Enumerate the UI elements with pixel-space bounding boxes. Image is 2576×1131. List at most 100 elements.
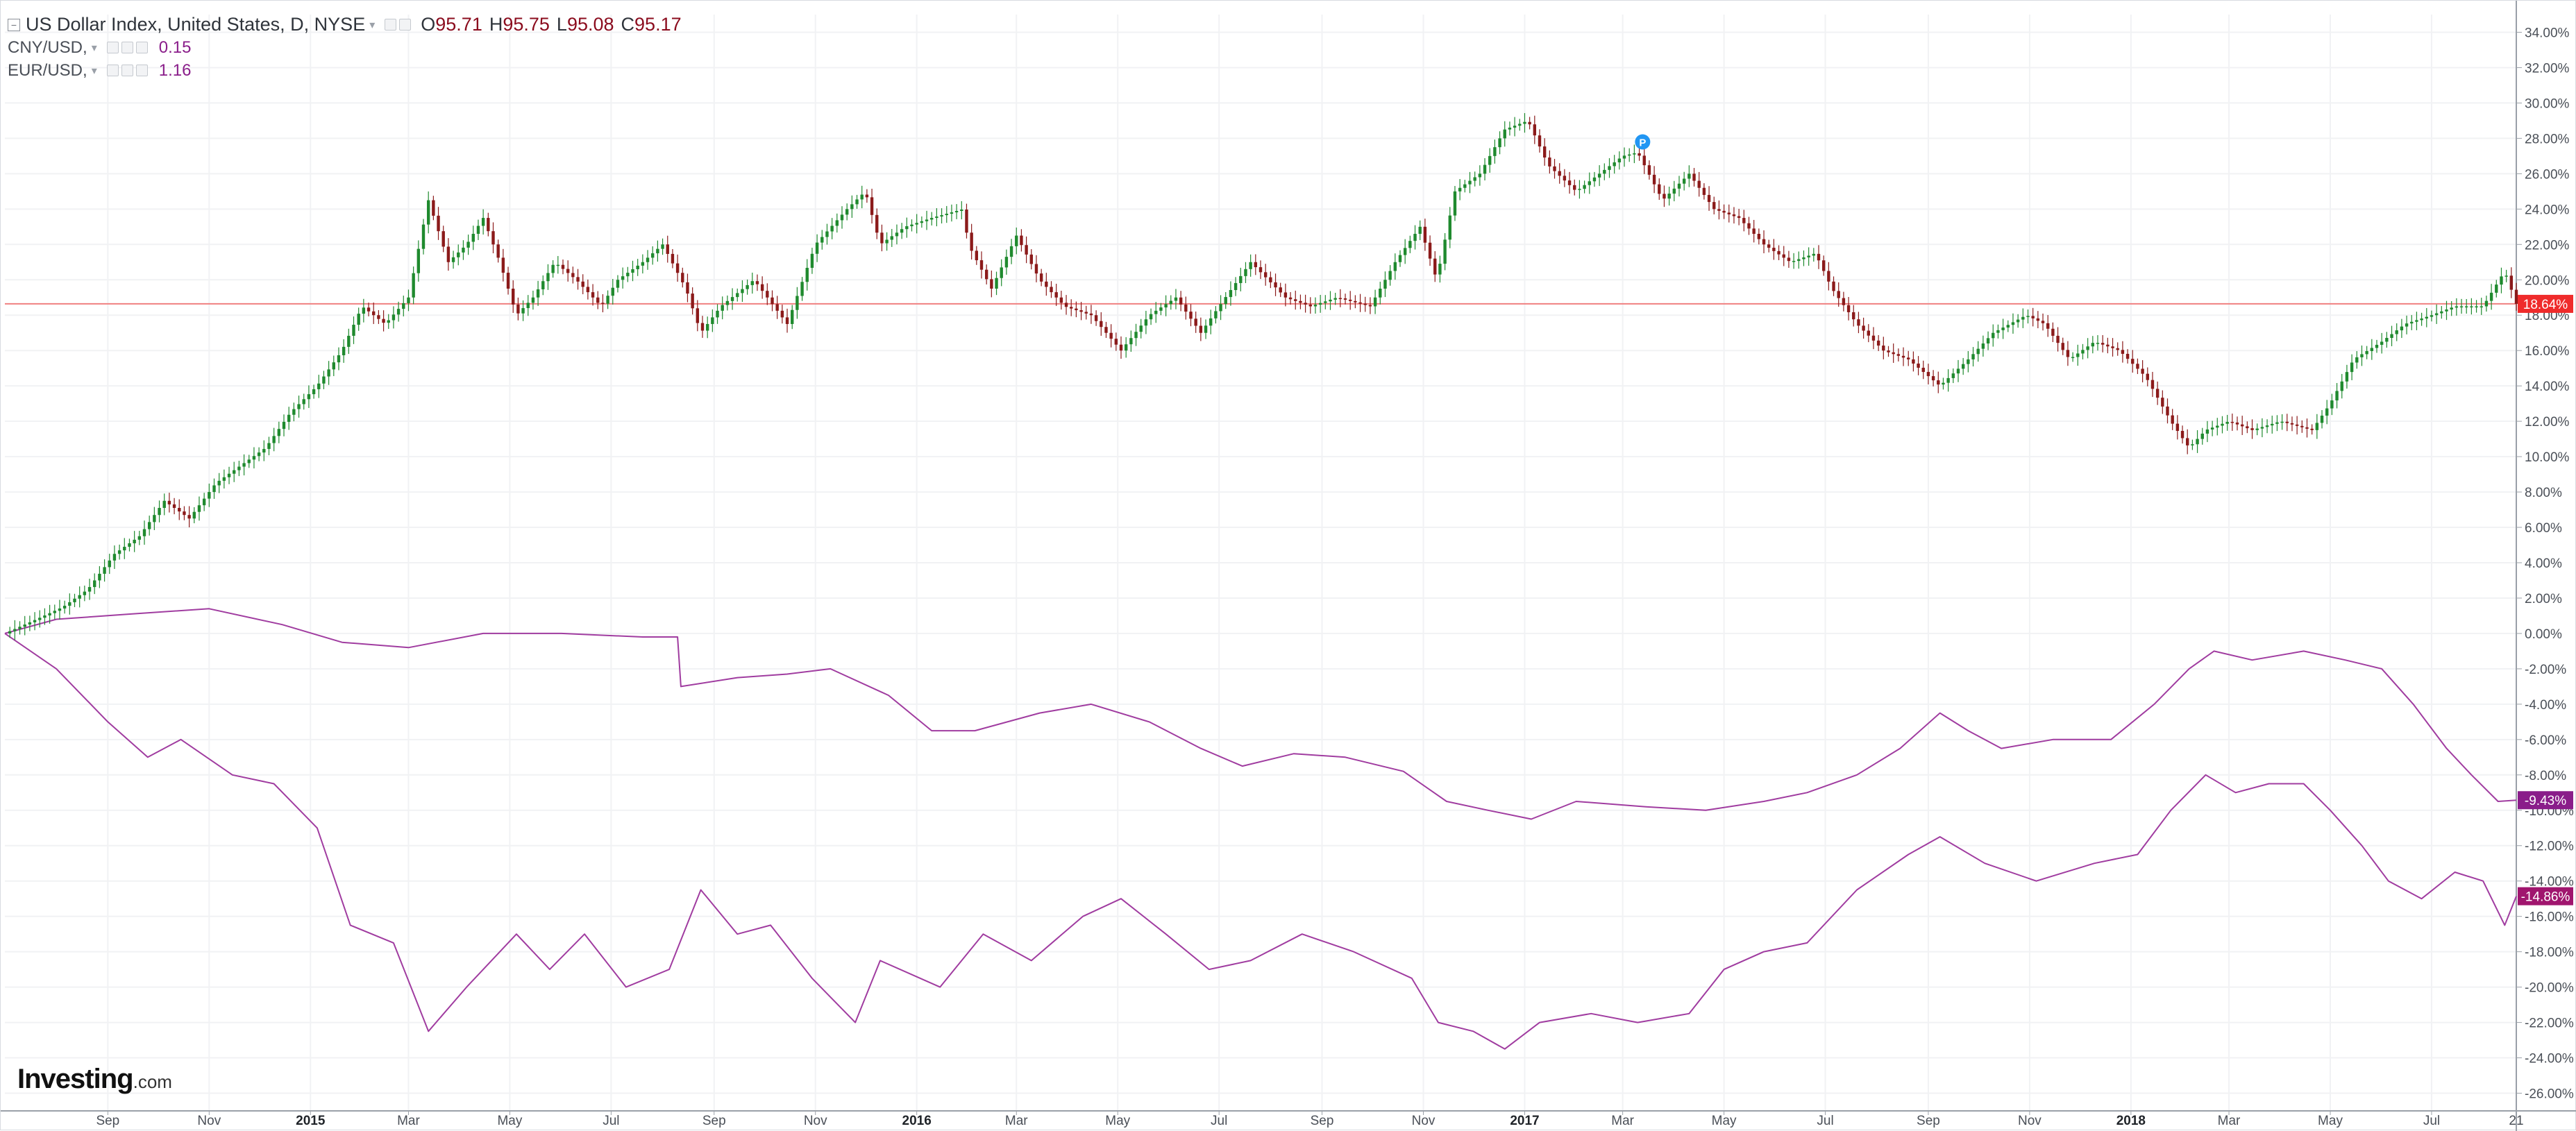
candle-body	[815, 242, 819, 254]
candle-body	[2290, 423, 2294, 425]
candle-body	[2260, 427, 2264, 429]
candle-body	[372, 311, 376, 316]
y-tick-label: -6.00%	[2525, 733, 2566, 748]
x-tick-label: Mar	[1005, 1114, 1028, 1128]
candle-body	[1169, 300, 1172, 305]
candle-body	[636, 265, 639, 269]
candle-body	[2081, 350, 2085, 354]
candle-body	[1423, 226, 1427, 243]
candle-body	[2340, 381, 2343, 391]
candle-body	[2175, 423, 2180, 432]
close-icon[interactable]	[135, 65, 148, 76]
candle-body	[1304, 303, 1307, 305]
candle-body	[711, 317, 714, 324]
candle-body	[2514, 289, 2518, 304]
x-tick-label: 2018	[2116, 1114, 2146, 1128]
candle-body	[2180, 431, 2184, 439]
candle-body	[2240, 424, 2244, 427]
x-tick-label: 2016	[902, 1114, 932, 1128]
candle-body	[830, 226, 834, 232]
y-tick-label: 26.00%	[2525, 167, 2570, 182]
candle-body	[2155, 389, 2160, 398]
candle-body	[2056, 335, 2060, 343]
candle-body	[1433, 258, 1437, 275]
candle-body	[476, 226, 480, 234]
candle-body	[13, 629, 17, 631]
candle-body	[1294, 299, 1297, 301]
candle-body	[2434, 313, 2439, 316]
candle-body	[1588, 181, 1591, 185]
x-tick-label: Sep	[1917, 1114, 1940, 1128]
candle-body	[112, 554, 117, 561]
candle-body	[2086, 346, 2089, 350]
candle-body	[2061, 343, 2064, 350]
collapse-icon[interactable]: −	[8, 18, 20, 31]
candle-body	[68, 602, 71, 606]
chevron-down-icon[interactable]: ▾	[369, 19, 376, 31]
candle-body	[137, 536, 142, 540]
legend-row-cny[interactable]: CNY/USD, ▾ 0.15	[8, 36, 682, 59]
candle-body	[2390, 334, 2393, 338]
candle-body	[2265, 425, 2269, 427]
legend-row-main[interactable]: − US Dollar Index, United States, D, NYS…	[8, 13, 682, 36]
candle-body	[1518, 124, 1522, 126]
y-tick-label: -8.00%	[2525, 769, 2566, 783]
chevron-down-icon[interactable]: ▾	[91, 42, 97, 54]
candle-body	[247, 459, 251, 464]
candle-body	[1996, 330, 2000, 333]
candle-body	[512, 289, 515, 305]
candle-body	[2131, 359, 2135, 364]
candle-body	[1124, 344, 1128, 351]
settings-icon[interactable]	[399, 19, 412, 31]
candle-body	[661, 244, 664, 249]
candle-body	[1712, 202, 1716, 210]
chevron-down-icon[interactable]: ▾	[91, 65, 97, 77]
candle-body	[1045, 281, 1048, 287]
candle-body	[367, 307, 371, 312]
candle-body	[233, 470, 236, 474]
candle-body	[1443, 239, 1447, 264]
candle-body	[795, 296, 799, 310]
candle-body	[1727, 212, 1731, 214]
candle-body	[172, 504, 176, 508]
candle-body	[457, 252, 460, 257]
candle-body	[227, 473, 231, 477]
candle-body	[1079, 310, 1083, 312]
candle-body	[2186, 438, 2189, 445]
candle-body	[48, 613, 51, 615]
candle-body	[2205, 429, 2209, 434]
candle-body	[920, 221, 924, 223]
candle-body	[2141, 368, 2144, 374]
candle-body	[1742, 218, 1746, 223]
candle-body	[666, 244, 669, 254]
investing-logo[interactable]: Investing.com	[17, 1064, 172, 1095]
legend-row-eur[interactable]: EUR/USD, ▾ 1.16	[8, 59, 682, 82]
candle-body	[337, 355, 341, 363]
candle-body	[516, 304, 520, 314]
candle-body	[1000, 267, 1003, 278]
candle-body	[675, 263, 680, 273]
settings-icon[interactable]	[121, 42, 133, 53]
eye-icon[interactable]	[106, 42, 119, 53]
candle-body	[556, 264, 560, 266]
candle-body	[451, 257, 455, 262]
candle-body	[1020, 235, 1023, 246]
close-icon[interactable]	[135, 42, 148, 53]
candle-body	[845, 209, 849, 215]
eye-icon[interactable]	[106, 65, 119, 76]
candle-body	[1682, 178, 1686, 184]
x-tick-label: May	[1712, 1114, 1737, 1128]
candle-body	[2116, 348, 2119, 350]
candle-body	[1050, 287, 1053, 293]
eye-icon[interactable]	[385, 19, 397, 31]
candle-body	[1687, 173, 1691, 179]
candle-body	[1597, 173, 1601, 178]
settings-icon[interactable]	[121, 65, 133, 76]
candle-body	[217, 480, 221, 486]
candle-body	[1931, 376, 1935, 381]
candle-body	[1313, 305, 1318, 307]
y-tick-label: 34.00%	[2525, 26, 2570, 40]
